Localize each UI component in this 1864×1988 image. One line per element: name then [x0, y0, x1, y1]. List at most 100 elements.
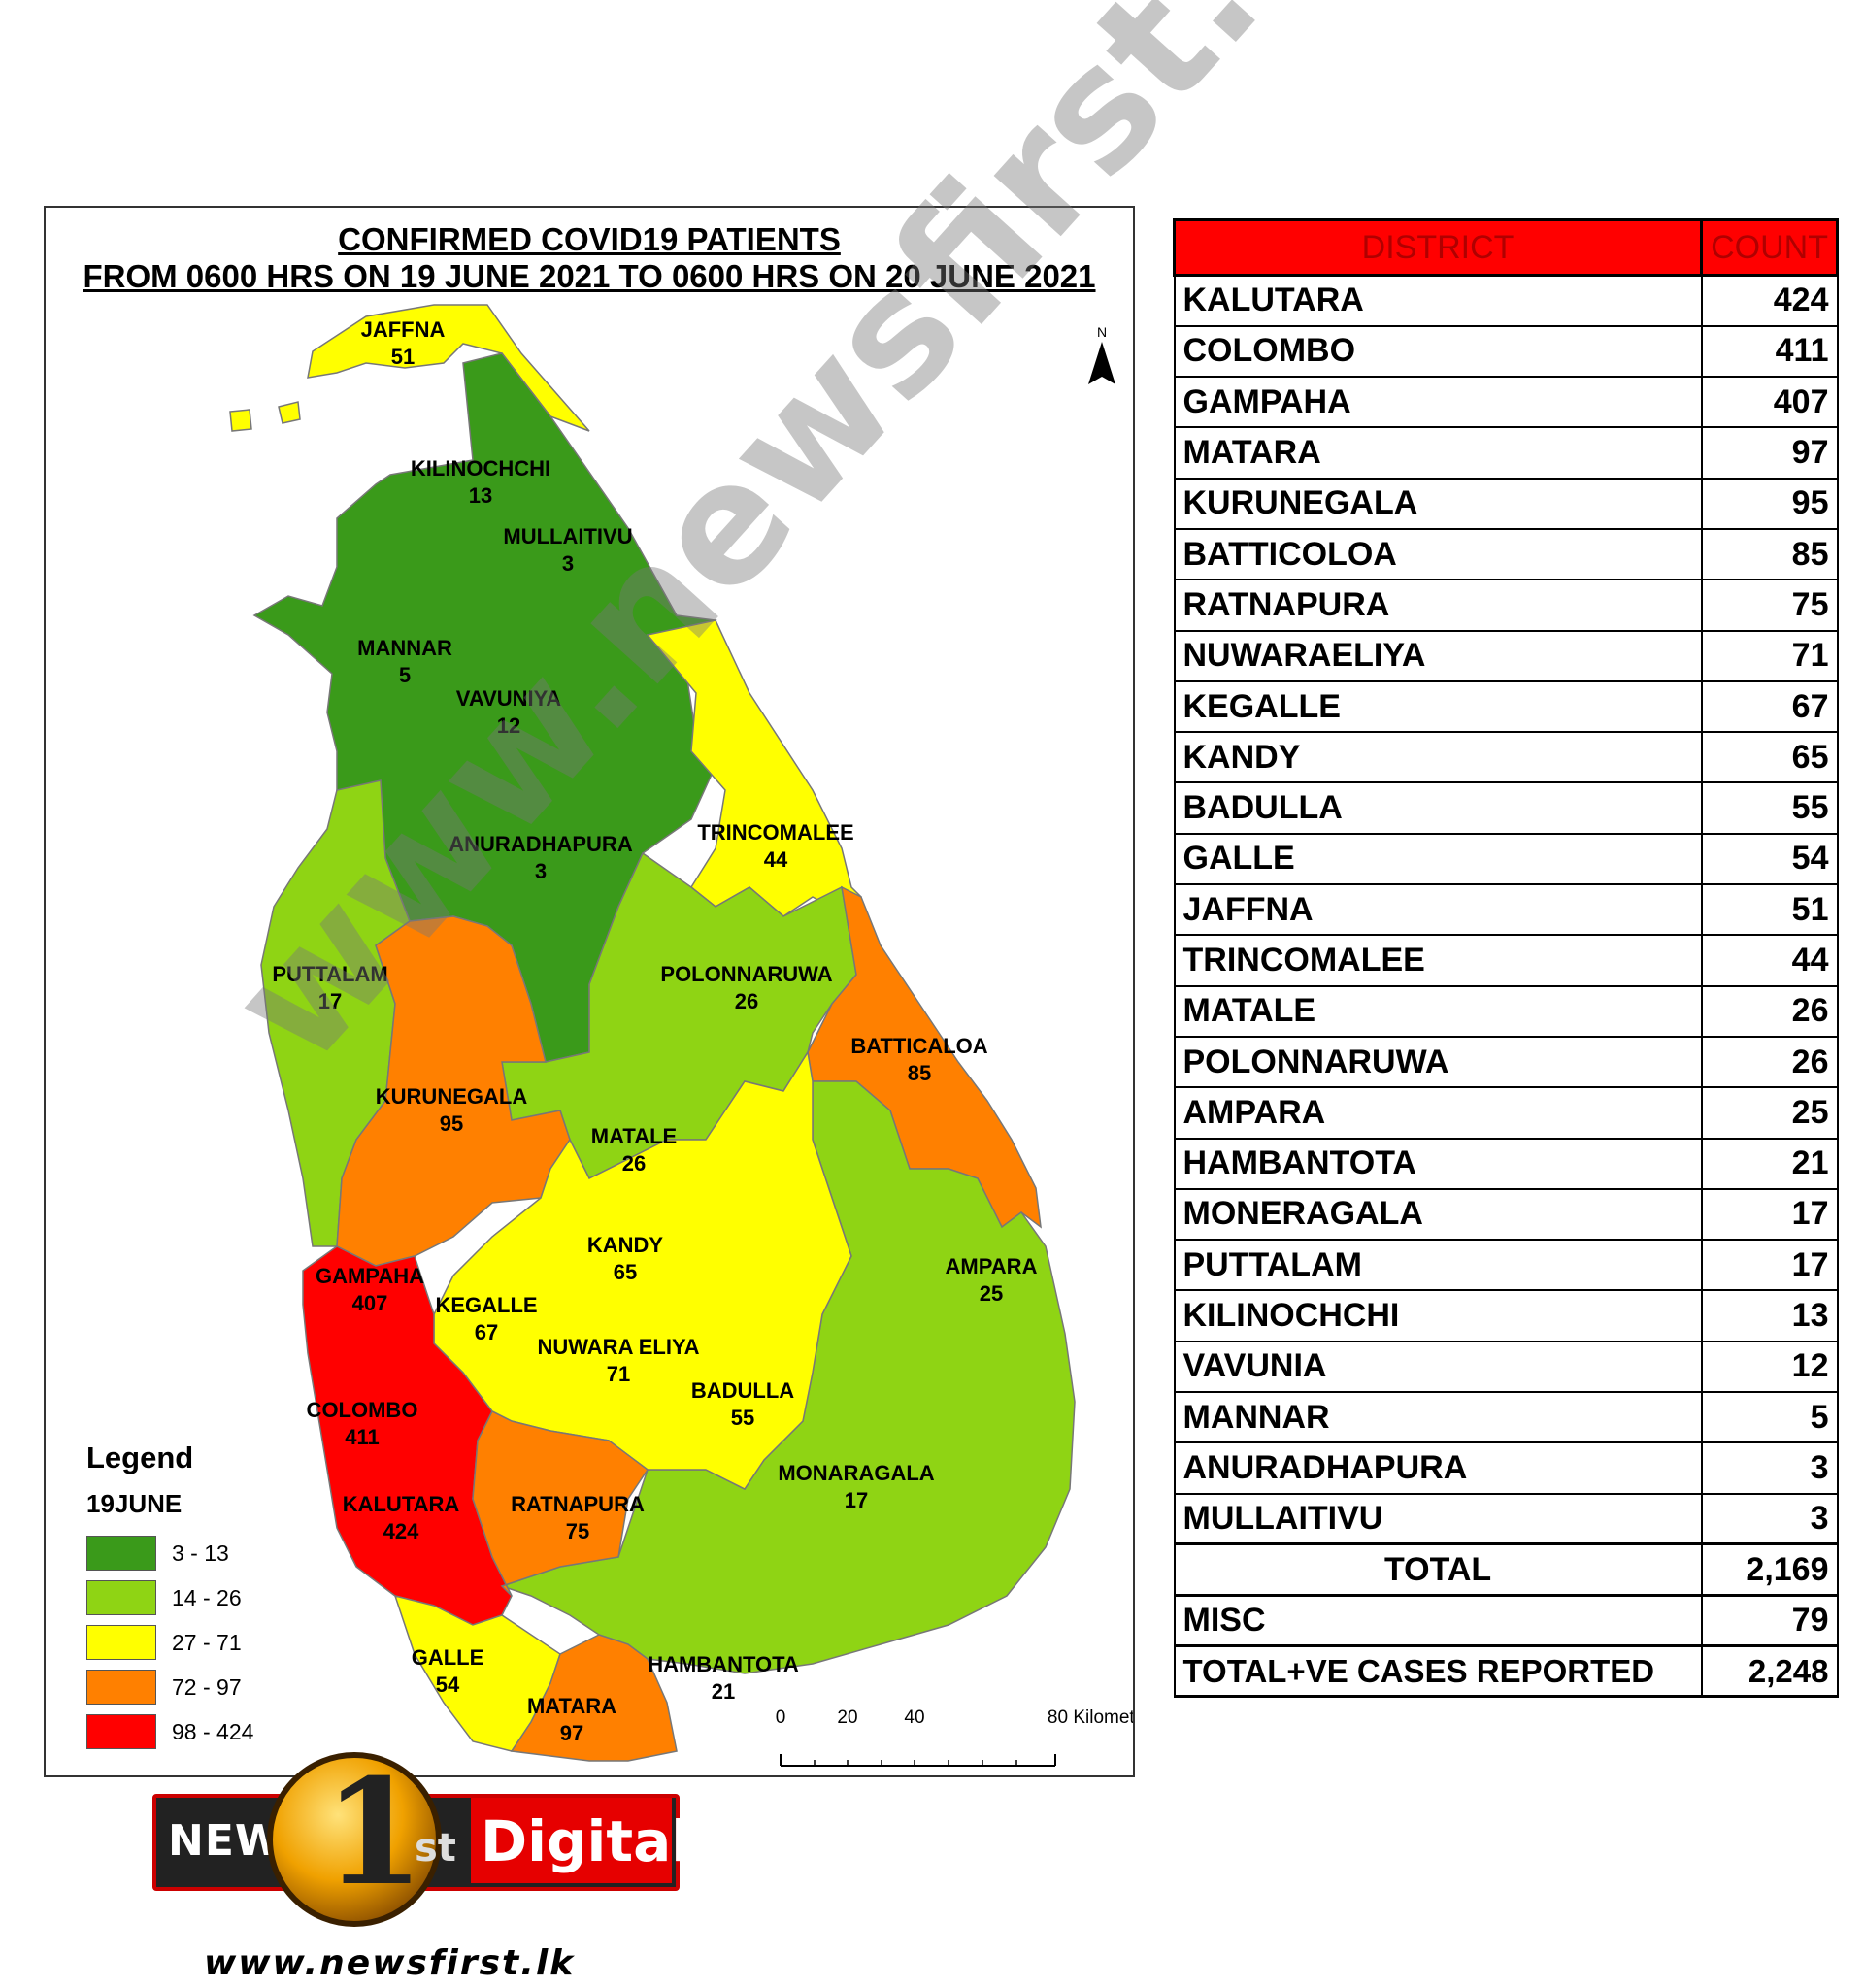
- district-count-cell: 67: [1700, 679, 1839, 733]
- label-count: 54: [435, 1672, 460, 1697]
- label-count: 3: [534, 858, 548, 883]
- label-name: KALUTARA: [342, 1492, 460, 1516]
- map-label-jaffna: JAFFNA 51: [361, 316, 446, 370]
- total-label: TOTAL: [1173, 1542, 1703, 1597]
- label-name: NUWARA ELIYA: [537, 1335, 700, 1359]
- district-name-cell: VAVUNIA: [1173, 1340, 1703, 1393]
- legend-swatch: [86, 1625, 156, 1660]
- map-label-anuradhapura: ANURADHAPURA 3: [449, 831, 632, 884]
- district-count-cell: 12: [1700, 1340, 1839, 1393]
- misc-label: MISC: [1173, 1594, 1703, 1648]
- label-name: KILINOCHCHI: [410, 456, 551, 480]
- scale-label-80: 80 Kilometers: [1047, 1707, 1135, 1728]
- legend-title: Legend: [86, 1441, 194, 1474]
- label-count: 44: [763, 846, 788, 872]
- district-name-cell: MULLAITIVU: [1173, 1492, 1703, 1545]
- map-label-mullaitivu: MULLAITIVU 3: [503, 523, 632, 577]
- table-row: COLOMBO 411: [1173, 324, 1839, 378]
- header-count: COUNT: [1700, 218, 1839, 277]
- district-count-cell: 54: [1700, 832, 1839, 885]
- legend-item: 27 - 71: [86, 1620, 339, 1665]
- district-name-cell: KALUTARA: [1173, 274, 1703, 327]
- table-row: RATNAPURA 75: [1173, 579, 1839, 632]
- label-count: 26: [621, 1150, 647, 1176]
- label-name: MATARA: [526, 1694, 617, 1718]
- table-row: MATARA 97: [1173, 426, 1839, 480]
- label-name: COLOMBO: [306, 1398, 418, 1422]
- table-row: MONERAGALA 17: [1173, 1187, 1839, 1241]
- legend-swatch: [86, 1536, 156, 1571]
- district-ratnapura: [472, 1409, 649, 1597]
- label-count: 21: [711, 1678, 736, 1704]
- label-count: 51: [390, 344, 416, 369]
- district-count-cell: 407: [1700, 376, 1839, 428]
- label-count: 65: [613, 1259, 638, 1284]
- map-label-kilinochchi: KILINOCHCHI 13: [411, 455, 550, 509]
- grand-total-row: TOTAL+VE CASES REPORTED 2,248: [1173, 1644, 1839, 1699]
- label-name: MONARAGALA: [778, 1461, 935, 1485]
- district-count-cell: 97: [1700, 426, 1839, 480]
- misc-row: MISC 79: [1173, 1594, 1839, 1648]
- label-count: 25: [979, 1280, 1004, 1306]
- table-row: POLONNARUWA 26: [1173, 1035, 1839, 1088]
- district-count-table: DISTRICT COUNT KALUTARA 424 COLOMBO 411 GAMP…: [1172, 218, 1839, 1699]
- label-count: 97: [559, 1720, 584, 1745]
- district-name-cell: AMPARA: [1173, 1086, 1703, 1140]
- table-row: HAMBANTOTA 21: [1173, 1137, 1839, 1190]
- map-panel: CONFIRMED COVID19 PATIENTS FROM 0600 HRS…: [44, 206, 1135, 1777]
- table-row: GALLE 54: [1173, 832, 1839, 885]
- table-row: BADULLA 55: [1173, 781, 1839, 835]
- map-label-trincomalee: TRINCOMALEE 44: [697, 819, 853, 873]
- legend-item: 3 - 13: [86, 1531, 339, 1575]
- district-name-cell: PUTTALAM: [1173, 1239, 1703, 1291]
- map-label-kandy: KANDY 65: [587, 1232, 663, 1285]
- map-label-badulla: BADULLA 55: [691, 1377, 794, 1431]
- label-name: KURUNEGALA: [375, 1084, 528, 1109]
- label-count: 26: [734, 988, 759, 1013]
- district-name-cell: ANURADHAPURA: [1173, 1441, 1703, 1495]
- north-label: N: [1096, 324, 1108, 340]
- district-trincomalee: [646, 619, 862, 917]
- district-name-cell: MONERAGALA: [1173, 1187, 1703, 1241]
- district-name-cell: MATALE: [1173, 984, 1703, 1038]
- district-count-cell: 21: [1700, 1137, 1839, 1190]
- map-label-kurunegala: KURUNEGALA 95: [376, 1083, 527, 1137]
- label-count: 75: [565, 1518, 590, 1543]
- district-count-cell: 17: [1700, 1239, 1839, 1291]
- label-count: 71: [606, 1361, 631, 1386]
- grand-total-label: TOTAL+VE CASES REPORTED: [1173, 1644, 1703, 1699]
- table-row: BATTICOLOA 85: [1173, 527, 1839, 580]
- legend-range: 3 - 13: [172, 1540, 229, 1566]
- sri-lanka-district-map: [229, 304, 1076, 1762]
- label-count: 67: [474, 1319, 499, 1344]
- map-label-vavuniya: VAVUNIYA 12: [456, 685, 561, 739]
- label-name: MANNAR: [357, 636, 452, 660]
- map-label-mannar: MANNAR 5: [357, 635, 452, 688]
- table-row: MULLAITIVU 3: [1173, 1492, 1839, 1545]
- misc-value: 79: [1700, 1594, 1839, 1648]
- label-count: 5: [398, 662, 412, 687]
- district-count-cell: 13: [1700, 1289, 1839, 1342]
- label-name: PUTTALAM: [272, 962, 388, 986]
- map-label-kalutara: KALUTARA 424: [343, 1491, 460, 1544]
- label-count: 407: [351, 1290, 388, 1315]
- legend-subtitle: 19JUNE: [86, 1489, 183, 1518]
- district-count-cell: 44: [1700, 934, 1839, 987]
- legend-range: 72 - 97: [172, 1673, 242, 1700]
- label-name: AMPARA: [945, 1254, 1038, 1278]
- label-name: GALLE: [411, 1645, 484, 1670]
- label-name: BADULLA: [690, 1378, 795, 1403]
- district-count-cell: 17: [1700, 1187, 1839, 1241]
- table-row: GAMPAHA 407: [1173, 376, 1839, 428]
- label-count: 12: [496, 712, 521, 738]
- district-name-cell: JAFFNA: [1173, 883, 1703, 936]
- map-label-galle: GALLE 54: [412, 1644, 484, 1698]
- table-row: AMPARA 25: [1173, 1086, 1839, 1140]
- district-name-cell: BADULLA: [1173, 781, 1703, 835]
- label-name: KEGALLE: [435, 1293, 538, 1317]
- district-count-cell: 25: [1700, 1086, 1839, 1140]
- logo-st-text: st: [415, 1826, 456, 1871]
- legend-item: 14 - 26: [86, 1575, 339, 1620]
- label-count: 95: [439, 1110, 464, 1136]
- legend-swatch: [86, 1670, 156, 1705]
